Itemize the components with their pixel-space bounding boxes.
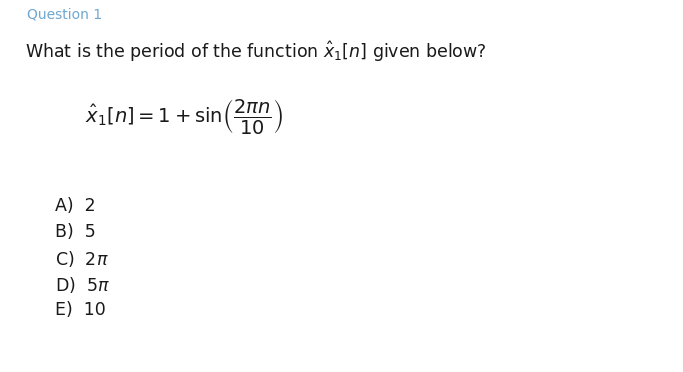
Text: D)  $5\pi$: D) $5\pi$ (55, 275, 110, 295)
Text: B)  5: B) 5 (55, 222, 96, 241)
Text: E)  10: E) 10 (55, 301, 106, 318)
Text: Question 1: Question 1 (27, 7, 102, 21)
Text: $\hat{x}_1[n] = 1 + \sin\!\left(\dfrac{2\pi n}{10}\right)$: $\hat{x}_1[n] = 1 + \sin\!\left(\dfrac{2… (85, 97, 283, 135)
Text: C)  $2\pi$: C) $2\pi$ (55, 248, 109, 269)
Text: What is the period of the function $\hat{x}_1[n]$ given below?: What is the period of the function $\hat… (25, 39, 487, 64)
Text: A)  2: A) 2 (55, 196, 96, 215)
